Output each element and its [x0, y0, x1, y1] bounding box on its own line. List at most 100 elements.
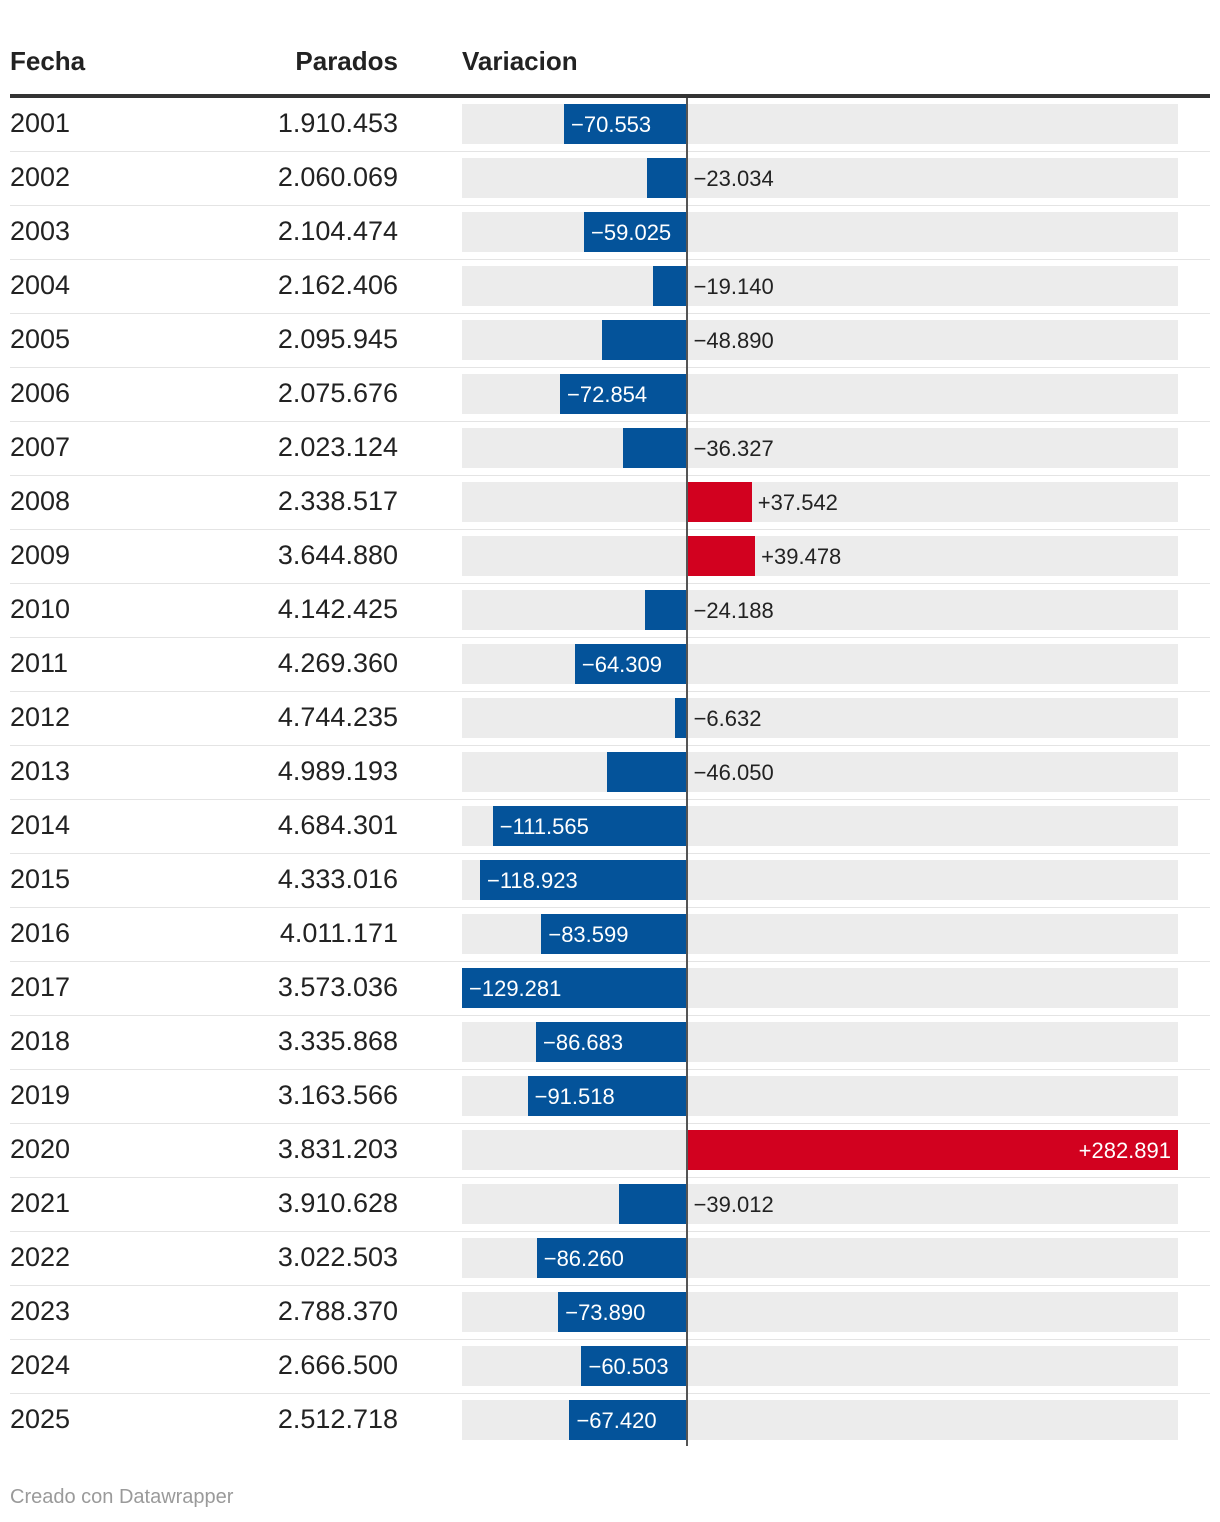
cell-parados: 2.788.370 — [277, 1296, 398, 1326]
bar-track: −67.420 — [462, 1400, 1178, 1440]
bar-track: −91.518 — [462, 1076, 1178, 1116]
cell-fecha: 2017 — [10, 972, 71, 1002]
cell-parados: 4.269.360 — [277, 648, 398, 678]
variacion-label: −86.260 — [543, 1246, 624, 1271]
cell-parados: 3.573.036 — [277, 972, 398, 1002]
variacion-label: −60.503 — [588, 1354, 669, 1379]
cell-parados: 2.104.474 — [277, 216, 398, 246]
variacion-label: −48.890 — [693, 328, 774, 353]
table-row: 2015 4.333.016 −118.923 — [10, 854, 1210, 908]
table-row: 2008 2.338.517 +37.542 — [10, 476, 1210, 530]
table-row: 2002 2.060.069 −23.034 — [10, 152, 1210, 206]
variacion-bar — [618, 1184, 687, 1224]
variacion-label: −36.327 — [693, 436, 774, 461]
variacion-label: −111.565 — [499, 814, 589, 839]
variacion-label: +39.478 — [761, 544, 842, 569]
cell-fecha: 2025 — [10, 1404, 71, 1434]
cell-fecha: 2012 — [10, 702, 71, 732]
cell-fecha: 2023 — [10, 1296, 71, 1326]
variacion-label: −19.140 — [693, 274, 774, 299]
variacion-bar — [462, 968, 687, 1008]
variacion-label: −86.683 — [542, 1030, 624, 1055]
column-header-parados: Parados — [295, 46, 398, 76]
variacion-label: −6.632 — [693, 706, 762, 731]
cell-parados: 4.333.016 — [277, 864, 398, 894]
variacion-bar — [686, 482, 752, 522]
variacion-label: −83.599 — [548, 922, 629, 947]
bar-track: −118.923 — [462, 860, 1178, 900]
variacion-label: −23.034 — [693, 166, 774, 191]
bar-track: −23.034 — [462, 158, 1178, 198]
cell-parados: 4.684.301 — [277, 810, 398, 840]
column-header-variacion: Variacion — [462, 46, 578, 76]
cell-fecha: 2002 — [10, 162, 71, 192]
bar-track: −36.327 — [462, 428, 1178, 468]
variacion-bar — [560, 374, 687, 414]
cell-fecha: 2006 — [10, 378, 71, 408]
table-row: 2020 3.831.203 +282.891 — [10, 1124, 1210, 1178]
cell-parados: 1.910.453 — [277, 108, 398, 138]
variacion-bar — [558, 1292, 687, 1332]
table-row: 2016 4.011.171 −83.599 — [10, 908, 1210, 962]
variacion-bar — [601, 320, 687, 360]
cell-parados: 2.023.124 — [277, 432, 398, 462]
cell-fecha: 2020 — [10, 1134, 71, 1164]
variacion-bar — [686, 536, 756, 576]
variacion-bar — [584, 212, 687, 252]
variacion-label: −70.553 — [571, 112, 652, 137]
table-row: 2011 4.269.360 −64.309 — [10, 638, 1210, 692]
column-header-fecha: Fecha — [10, 46, 86, 76]
table-row: 2014 4.684.301 −111.565 — [10, 800, 1210, 854]
bar-track: −83.599 — [462, 914, 1178, 954]
variacion-bar — [492, 806, 687, 846]
cell-fecha: 2014 — [10, 810, 71, 840]
cell-fecha: 2009 — [10, 540, 71, 570]
variacion-bar — [574, 644, 687, 684]
bar-track: −86.683 — [462, 1022, 1178, 1062]
bar-track: −111.565 — [462, 806, 1178, 846]
bar-track: −60.503 — [462, 1346, 1178, 1386]
bar-track: +37.542 — [462, 482, 1178, 522]
cell-fecha: 2024 — [10, 1350, 71, 1380]
variacion-bar — [527, 1076, 687, 1116]
bar-track: −86.260 — [462, 1238, 1178, 1278]
cell-parados: 2.060.069 — [277, 162, 398, 192]
cell-parados: 2.162.406 — [277, 270, 398, 300]
variacion-label: −67.420 — [576, 1408, 657, 1433]
table-row: 2017 3.573.036 −129.281 — [10, 962, 1210, 1016]
variacion-label: −64.309 — [581, 652, 662, 677]
cell-fecha: 2004 — [10, 270, 71, 300]
cell-parados: 2.512.718 — [277, 1404, 398, 1434]
cell-fecha: 2005 — [10, 324, 71, 354]
variacion-label: −46.050 — [693, 760, 774, 785]
table-row: 2021 3.910.628 −39.012 — [10, 1178, 1210, 1232]
bar-track: −59.025 — [462, 212, 1178, 252]
variacion-bar — [686, 1130, 1178, 1170]
variacion-bar — [644, 590, 687, 630]
variacion-bar — [535, 1022, 687, 1062]
variacion-bar — [569, 1400, 687, 1440]
cell-parados: 3.163.566 — [277, 1080, 398, 1110]
footer-credit: Creado con Datawrapper — [10, 1486, 234, 1508]
table-row: 2007 2.023.124 −36.327 — [10, 422, 1210, 476]
table-row: 2022 3.022.503 −86.260 — [10, 1232, 1210, 1286]
bar-track: −19.140 — [462, 266, 1178, 306]
table-row: 2003 2.104.474 −59.025 — [10, 206, 1210, 260]
table-row: 2019 3.163.566 −91.518 — [10, 1070, 1210, 1124]
cell-parados: 2.338.517 — [277, 486, 398, 516]
variacion-bar — [646, 158, 687, 198]
variacion-bar — [653, 266, 687, 306]
cell-fecha: 2022 — [10, 1242, 71, 1272]
table-row: 2010 4.142.425 −24.188 — [10, 584, 1210, 638]
cell-fecha: 2016 — [10, 918, 71, 948]
variacion-label: −39.012 — [693, 1192, 774, 1217]
variacion-label: −129.281 — [469, 976, 562, 1001]
cell-parados: 3.335.868 — [277, 1026, 398, 1056]
table-row: 2004 2.162.406 −19.140 — [10, 260, 1210, 314]
table-row: 2013 4.989.193 −46.050 — [10, 746, 1210, 800]
variacion-label: −59.025 — [591, 220, 672, 245]
table-row: 2025 2.512.718 −67.420 — [10, 1394, 1210, 1448]
cell-parados: 2.095.945 — [277, 324, 398, 354]
table-row: 2023 2.788.370 −73.890 — [10, 1286, 1210, 1340]
variacion-bar — [541, 914, 687, 954]
